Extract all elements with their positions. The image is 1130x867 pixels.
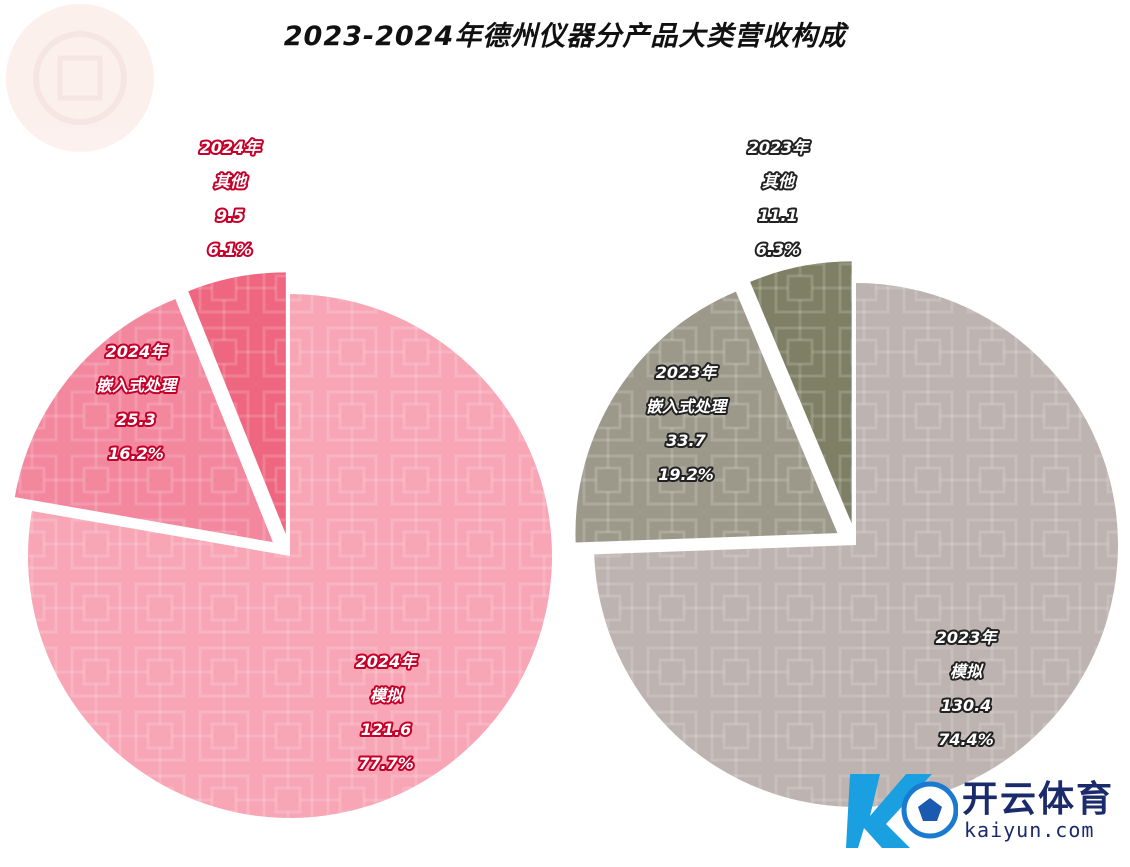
- data-label-other-name: 其他: [762, 172, 796, 191]
- data-label-embedded-processing-year: 2023年: [656, 363, 719, 382]
- data-label-analog-year: 2024年: [356, 652, 419, 671]
- brand-logo: 开云体育 kaiyun.com: [846, 764, 1126, 854]
- logo-domain-text: kaiyun.com: [964, 818, 1095, 842]
- data-label-other-percent: 6.3%: [756, 240, 800, 259]
- pie-chart-2024: 2024年模拟121.677.7%2024年嵌入式处理25.316.2%2024…: [14, 136, 552, 819]
- chart-title: 2023-2024年德州仪器分产品大类营收构成: [283, 21, 847, 52]
- data-label-other-year: 2023年: [748, 138, 811, 157]
- pie-slice-texture-other: [188, 272, 286, 535]
- data-label-embedded-processing-percent: 16.2%: [108, 444, 164, 463]
- seal-watermark-icon: [6, 4, 154, 152]
- data-label-other-value: 11.1: [758, 206, 797, 225]
- data-label-other-year: 2024年: [200, 138, 263, 157]
- data-label-analog-name: 模拟: [370, 686, 404, 705]
- data-label-analog-value: 130.4: [941, 696, 992, 715]
- data-label-analog-year: 2023年: [936, 628, 999, 647]
- data-label-analog-name: 模拟: [950, 662, 984, 681]
- data-label-embedded-processing-value: 25.3: [116, 410, 155, 429]
- pie-slice-texture-analog: [27, 294, 552, 819]
- pie-chart-2023: 2023年模拟130.474.4%2023年嵌入式处理33.719.2%2023…: [575, 136, 1118, 807]
- soccer-ball-logo-icon: [846, 774, 958, 848]
- data-label-embedded-processing-value: 33.7: [666, 431, 706, 450]
- data-label-embedded-processing-name: 嵌入式处理: [96, 376, 179, 395]
- data-label-embedded-processing-percent: 19.2%: [658, 465, 714, 484]
- pie-slice-texture-embedded-processing: [575, 291, 838, 543]
- data-label-embedded-processing-name: 嵌入式处理: [646, 397, 729, 416]
- data-label-other-name: 其他: [214, 172, 248, 191]
- data-label-embedded-processing-year: 2024年: [106, 342, 169, 361]
- pie-slice-texture-other: [750, 261, 852, 524]
- data-label-other-value: 9.5: [216, 206, 244, 225]
- pie-slice-texture-embedded-processing: [14, 299, 273, 543]
- data-label-other-percent: 6.1%: [208, 240, 252, 259]
- logo-chinese-text: 开云体育: [962, 779, 1115, 820]
- data-label-analog-percent: 77.7%: [358, 754, 414, 773]
- data-label-analog-value: 121.6: [361, 720, 412, 739]
- pie-slice-texture-analog: [594, 283, 1118, 807]
- data-label-analog-percent: 74.4%: [938, 730, 994, 749]
